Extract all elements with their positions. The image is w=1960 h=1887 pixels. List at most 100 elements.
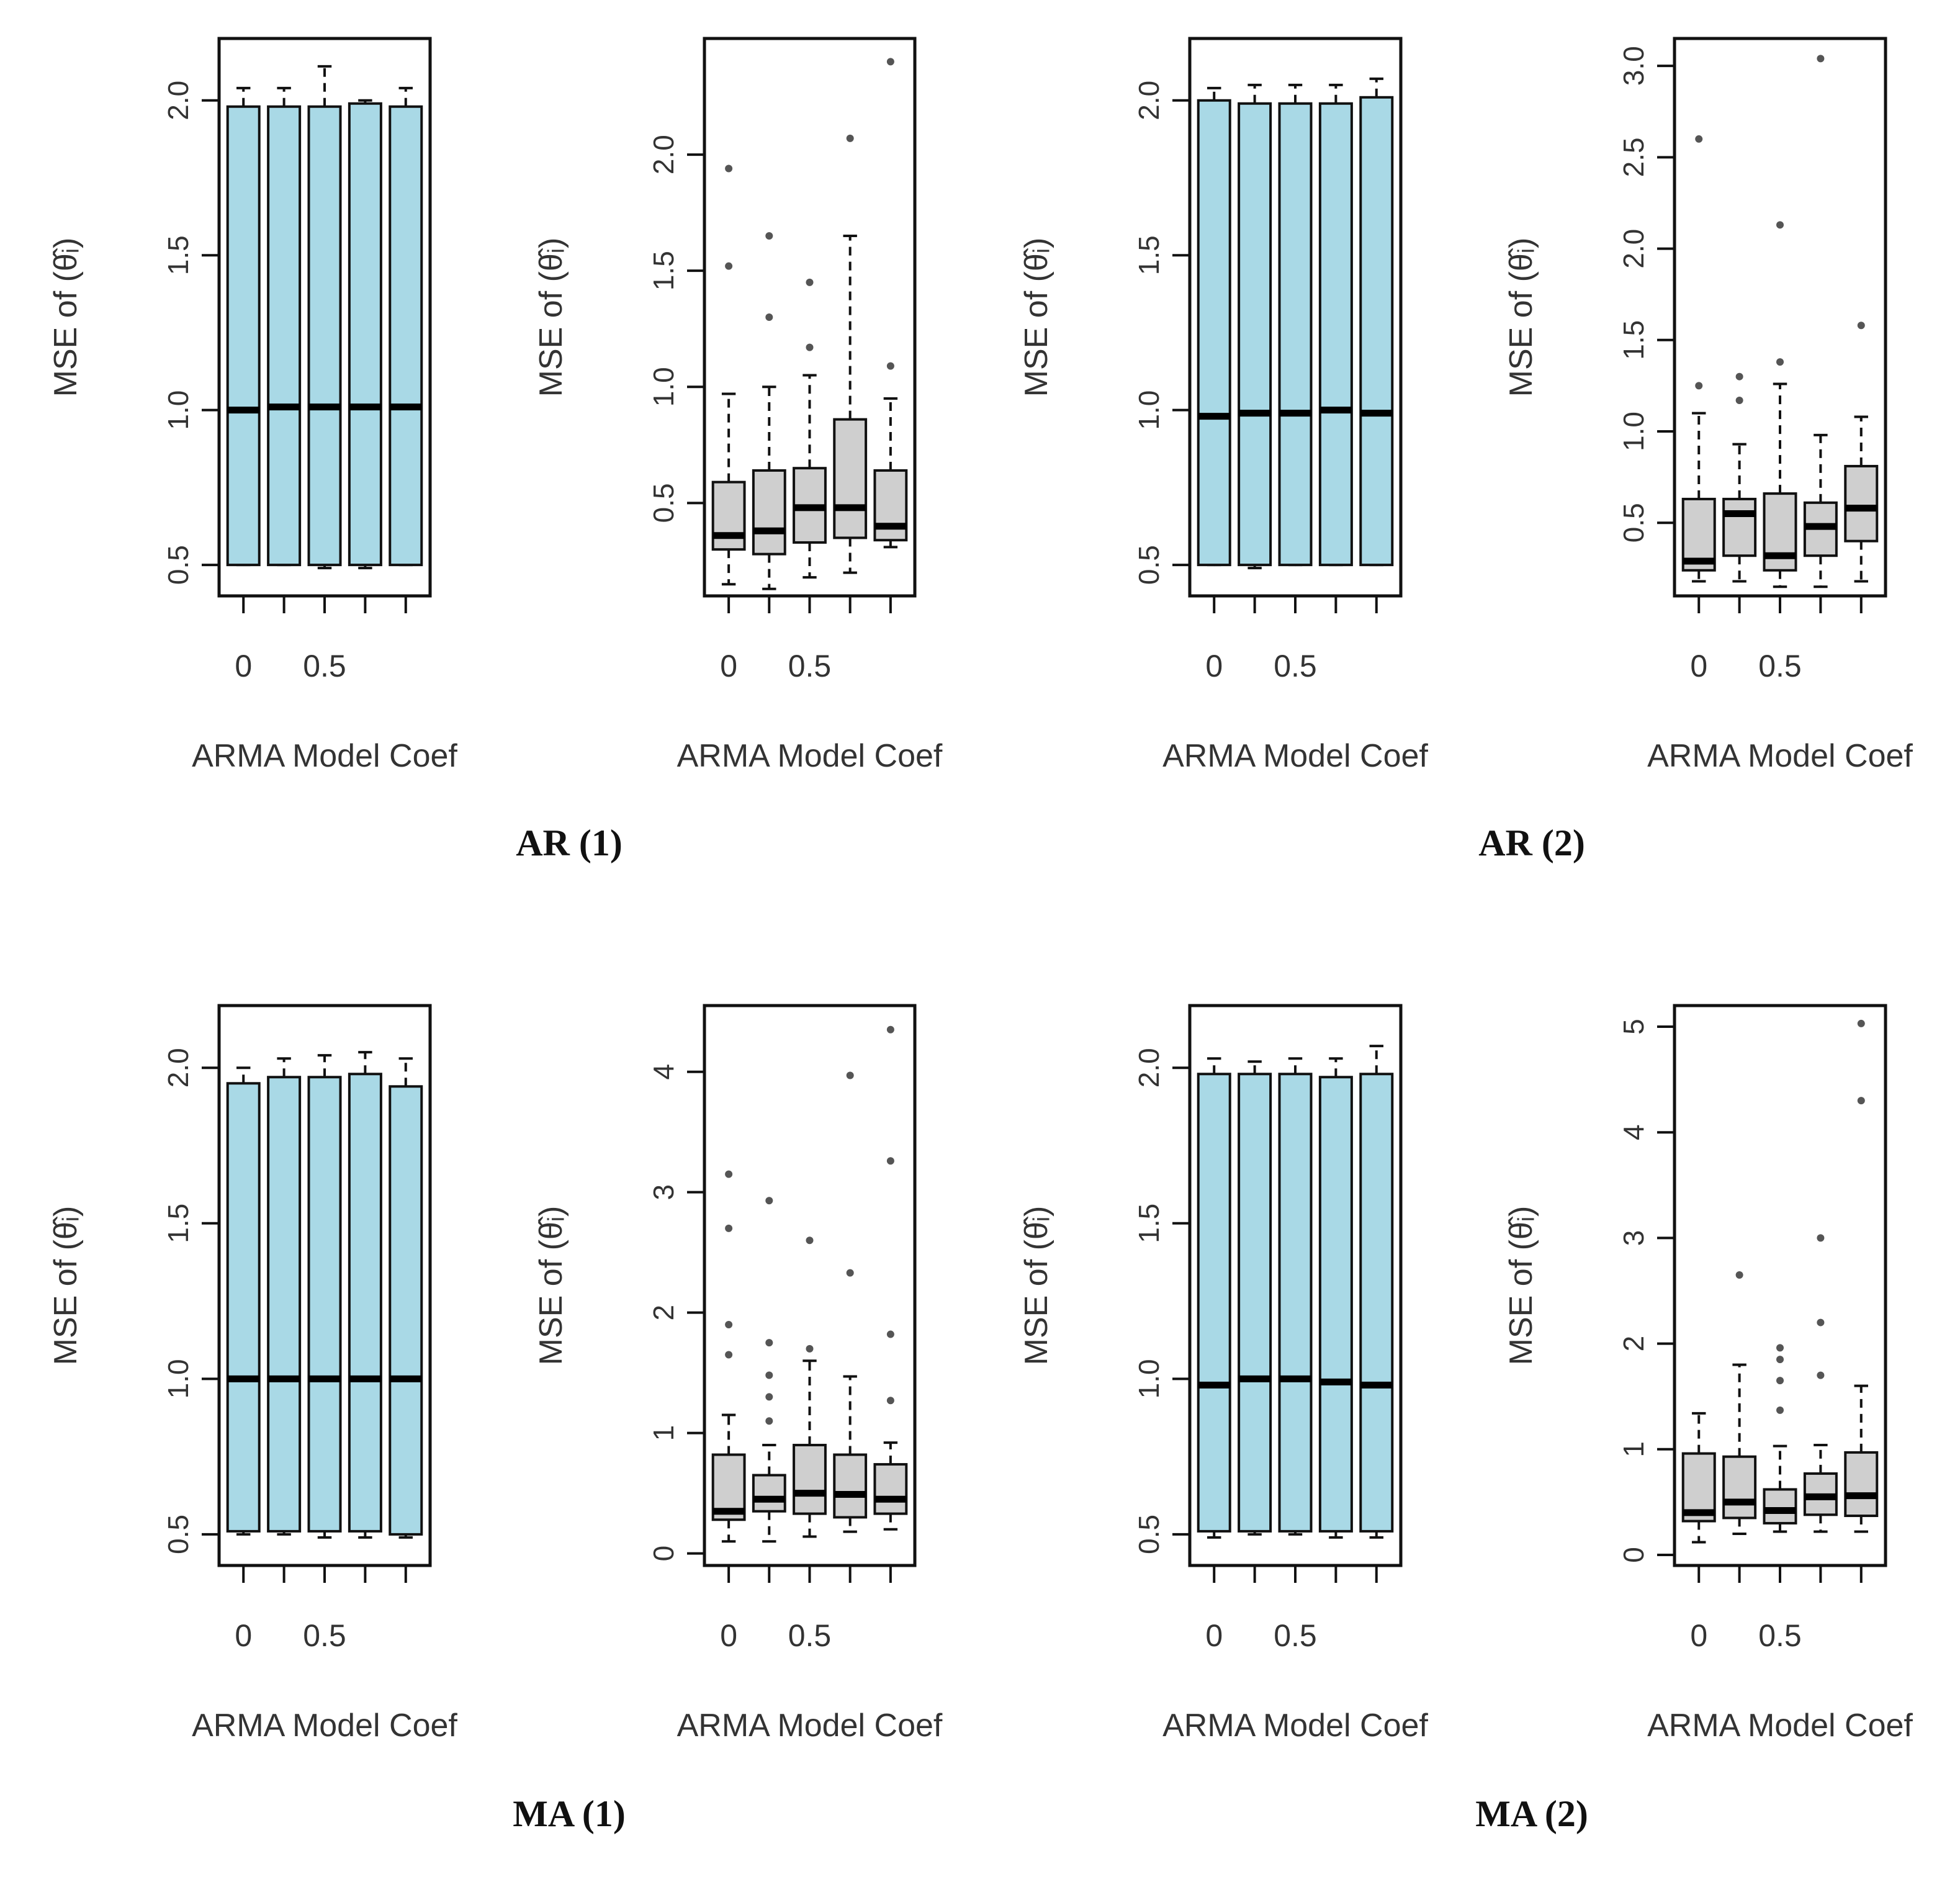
box-body: [793, 1444, 827, 1515]
outlier-point: [886, 1157, 894, 1165]
box-body: [833, 418, 868, 539]
y-tick-label: 1.5: [647, 251, 680, 290]
outlier-point: [1695, 135, 1703, 143]
box: [348, 1051, 382, 1539]
box-body: [226, 105, 261, 567]
outlier-point: [1776, 358, 1784, 366]
box-body: [1197, 1073, 1231, 1533]
outlier-point: [1735, 372, 1743, 381]
y-tick-label: 2.0: [1133, 1048, 1165, 1088]
box-body: [1722, 1455, 1757, 1520]
x-axis-label: ARMA Model Coef: [677, 738, 943, 774]
outlier-point: [725, 262, 733, 270]
outlier-point: [765, 313, 773, 321]
outlier-point: [1776, 1356, 1784, 1364]
outlier-point: [1857, 1019, 1865, 1027]
box: [1359, 77, 1394, 567]
boxplot-panel: 0.5 1.0 1.5 2.0 0 0.5 ARMA Model Coef MSE of (θ…: [533, 37, 943, 774]
x-axis-label: ARMA Model Coef: [192, 1708, 457, 1744]
box: [1763, 1344, 1797, 1533]
y-tick-label: 1.0: [162, 390, 194, 430]
group-title-ma1: MA (1): [513, 1793, 626, 1834]
box-body: [267, 1076, 302, 1533]
outlier-point: [765, 1393, 773, 1401]
box: [1681, 135, 1716, 583]
outlier-point: [886, 58, 894, 66]
outlier-point: [725, 1351, 733, 1359]
outlier-point: [846, 1071, 854, 1079]
y-tick-label: 0.5: [1133, 545, 1165, 585]
box-body: [1763, 1488, 1797, 1524]
y-tick-label: 2.0: [647, 135, 680, 174]
box: [1803, 55, 1838, 588]
box-body: [752, 469, 786, 556]
box: [1763, 221, 1797, 588]
outlier-point: [765, 1197, 773, 1205]
y-tick-label: 2.5: [1617, 137, 1650, 177]
x-tick-label: 0.5: [303, 1618, 346, 1653]
box: [873, 1025, 908, 1531]
box-body: [1844, 1451, 1879, 1518]
outlier-point: [1857, 322, 1865, 330]
y-tick-label: 1.0: [1133, 390, 1165, 430]
y-tick-label: 3: [647, 1184, 680, 1200]
y-tick-label: 1.0: [647, 367, 680, 407]
outlier-point: [1695, 382, 1703, 390]
x-tick-label: 0.5: [788, 649, 832, 683]
x-axis-label: ARMA Model Coef: [677, 1708, 943, 1744]
outlier-point: [886, 1330, 894, 1338]
outlier-point: [1776, 1377, 1784, 1385]
outlier-point: [1735, 1271, 1743, 1279]
box-body: [1238, 1073, 1272, 1533]
x-tick-label: 0: [235, 1618, 252, 1653]
box: [752, 1197, 786, 1543]
y-tick-label: 2: [647, 1305, 680, 1321]
y-axis-label: MSE of (θ̂ᵢ): [1018, 238, 1054, 397]
box-body: [389, 1085, 423, 1536]
outlier-point: [765, 1371, 773, 1379]
y-tick-label: 0.5: [1617, 503, 1650, 543]
x-tick-label: 0: [1690, 1618, 1707, 1653]
box: [833, 134, 868, 574]
y-tick-label: 0.5: [647, 483, 680, 523]
outlier-point: [1735, 396, 1743, 404]
box-body: [1359, 96, 1394, 567]
y-tick-label: 2: [1617, 1336, 1650, 1352]
box: [1278, 83, 1313, 567]
y-tick-label: 0.5: [162, 545, 194, 585]
box: [711, 164, 746, 586]
box-body: [267, 105, 302, 567]
boxplot-panel: 0.5 1.0 1.5 2.0 0 0.5 ARMA Model Coef MSE of (θ…: [1018, 37, 1428, 774]
box: [711, 1170, 746, 1543]
group-title-ar2: AR (2): [1478, 822, 1585, 863]
y-tick-label: 2.0: [1133, 81, 1165, 120]
box-body: [1238, 102, 1272, 567]
boxplot-panel: 0 1 2 3 4 0 0.5 ARMA Model Coef MSE of (θ̂ᵢ): [533, 1004, 943, 1744]
y-tick-label: 1: [1617, 1441, 1650, 1457]
x-axis-label: ARMA Model Coef: [1647, 738, 1913, 774]
y-tick-label: 1.0: [1617, 412, 1650, 451]
outlier-point: [765, 1417, 773, 1425]
box-body: [873, 469, 908, 542]
box-body: [348, 102, 382, 567]
box-body: [1318, 1076, 1353, 1533]
y-axis-label: MSE of (θ̂ᵢ): [533, 1206, 569, 1366]
outlier-point: [1817, 1318, 1825, 1326]
y-tick-label: 5: [1617, 1019, 1650, 1035]
box: [752, 232, 786, 590]
box: [226, 86, 261, 567]
outlier-point: [846, 1269, 854, 1277]
outlier-point: [886, 362, 894, 370]
group-title-ma2: MA (2): [1475, 1793, 1588, 1834]
y-tick-label: 4: [647, 1064, 680, 1080]
box: [873, 58, 908, 549]
box-body: [389, 105, 423, 567]
outlier-point: [725, 164, 733, 173]
box: [1681, 1412, 1716, 1544]
box-body: [1278, 102, 1313, 567]
box-body: [752, 1474, 786, 1513]
x-tick-label: 0: [1690, 649, 1707, 683]
y-tick-label: 1.5: [1133, 235, 1165, 275]
x-tick-label: 0.5: [303, 649, 346, 683]
